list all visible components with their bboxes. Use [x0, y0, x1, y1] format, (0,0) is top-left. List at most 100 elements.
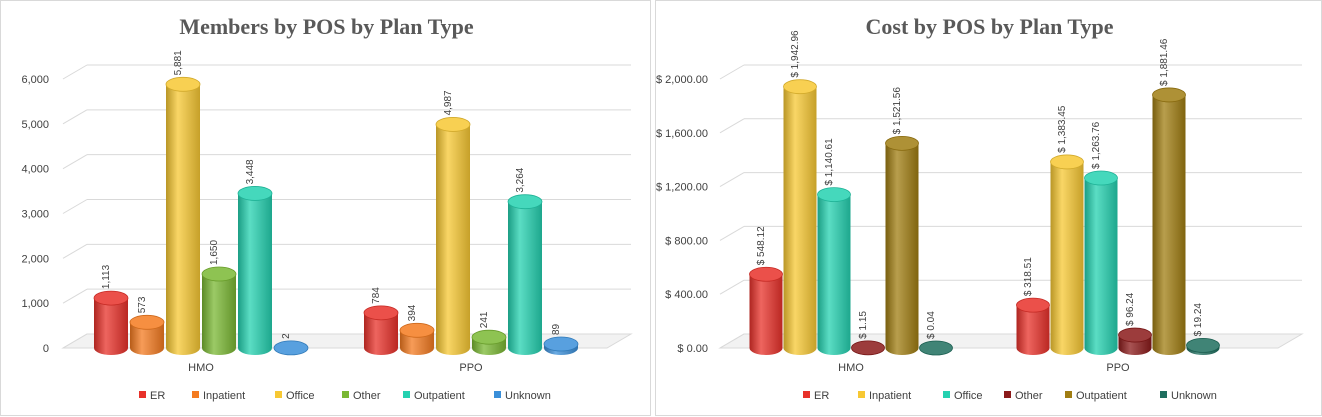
cost-chart-panel: Cost by POS by Plan Type $ 0.00 $ 400.00 $ … — [655, 0, 1322, 416]
svg-text:Outpatient: Outpatient — [1076, 390, 1127, 402]
data-label: $ 1,942.96 — [790, 30, 801, 78]
svg-text:ER: ER — [150, 390, 165, 402]
x-category-label: HMO — [838, 362, 864, 374]
data-label: 784 — [371, 287, 382, 304]
bar-er-ppo — [363, 305, 399, 355]
data-label: 573 — [137, 296, 148, 313]
bar-inpatient-hmo — [129, 314, 165, 355]
x-category-label: HMO — [188, 362, 214, 374]
bar-outpatient-ppo — [507, 194, 543, 355]
x-category-label: PPO — [1106, 362, 1130, 374]
data-label: 5,881 — [173, 50, 184, 75]
chart-title: Members by POS by Plan Type — [179, 14, 474, 39]
bar-office-hmo — [817, 187, 851, 355]
cost-chart: Cost by POS by Plan Type $ 0.00 $ 400.00 $ … — [656, 14, 1304, 402]
svg-text:Unknown: Unknown — [1171, 390, 1217, 402]
bar-office-ppo — [1084, 170, 1118, 355]
gridline-diagonal — [62, 243, 88, 259]
bar-unknown-hmo — [273, 340, 309, 356]
data-label: 241 — [479, 311, 490, 328]
members-chart: Members by POS by Plan Type 0 1,000 2,000 3,… — [21, 14, 633, 402]
y-tick-label: $ 1,600.00 — [656, 128, 708, 140]
y-tick-label: 5,000 — [21, 119, 49, 131]
svg-text:Office: Office — [286, 390, 315, 402]
legend-item-er: ER — [803, 390, 829, 402]
legend-item-unknown: Unknown — [494, 390, 551, 402]
y-tick-label: 3,000 — [21, 209, 49, 221]
gridline-diagonal — [719, 118, 745, 134]
y-tick-label: $ 2,000.00 — [656, 74, 708, 86]
members-chart-panel: Members by POS by Plan Type 0 1,000 2,000 3,… — [0, 0, 651, 416]
bar-inpatient-hmo — [783, 79, 817, 356]
bar-inpatient-ppo — [1050, 154, 1084, 355]
data-label: 3,448 — [245, 159, 256, 184]
data-label: $ 19.24 — [1193, 303, 1204, 337]
legend-item-other: Other — [342, 390, 381, 402]
legend-item-other: Other — [1004, 390, 1043, 402]
legend-item-inpatient: Inpatient — [858, 390, 911, 402]
gridline-diagonal — [62, 333, 88, 349]
y-tick-label: $ 800.00 — [665, 235, 708, 247]
svg-text:Inpatient: Inpatient — [203, 390, 245, 402]
bar-unknown-ppo — [1186, 338, 1220, 355]
y-tick-label: 0 — [43, 343, 49, 355]
bar-other-hmo — [851, 340, 885, 356]
legend-item-inpatient: Inpatient — [192, 390, 245, 402]
bar-outpatient-hmo — [237, 186, 273, 355]
y-tick-label: $ 0.00 — [677, 343, 708, 355]
legend-item-unknown: Unknown — [1160, 390, 1217, 402]
legend-item-outpatient: Outpatient — [1065, 390, 1127, 402]
bar-er-hmo — [93, 290, 129, 355]
data-label: $ 0.04 — [926, 311, 937, 339]
bar-er-ppo — [1016, 297, 1050, 355]
gridline-diagonal — [719, 279, 745, 295]
data-label: 394 — [407, 304, 418, 321]
data-label: $ 318.51 — [1023, 257, 1034, 296]
data-label: $ 1.15 — [858, 311, 869, 339]
data-label: 3,264 — [515, 167, 526, 192]
x-category-label: PPO — [459, 362, 483, 374]
bar-outpatient-hmo — [885, 135, 919, 355]
svg-text:Other: Other — [353, 390, 381, 402]
svg-text:Inpatient: Inpatient — [869, 390, 911, 402]
gridline-diagonal — [719, 333, 745, 349]
y-tick-label: $ 1,200.00 — [656, 182, 708, 194]
bar-other-ppo — [1118, 327, 1152, 355]
legend-item-er: ER — [139, 390, 165, 402]
data-label: $ 1,140.61 — [824, 138, 835, 186]
y-tick-label: 4,000 — [21, 164, 49, 176]
data-label: 4,987 — [443, 90, 454, 115]
data-label: $ 1,521.56 — [892, 87, 903, 135]
svg-text:ER: ER — [814, 390, 829, 402]
y-tick-label: 6,000 — [21, 74, 49, 86]
gridline-diagonal — [719, 172, 745, 188]
svg-text:Office: Office — [954, 390, 983, 402]
chart-title: Cost by POS by Plan Type — [866, 14, 1114, 39]
legend-item-office: Office — [275, 390, 315, 402]
gridline-diagonal — [62, 288, 88, 304]
data-label: 2 — [281, 333, 292, 339]
data-label: $ 1,263.76 — [1091, 121, 1102, 169]
legend-item-office: Office — [943, 390, 983, 402]
bar-other-ppo — [471, 329, 507, 355]
bar-office-hmo — [165, 76, 201, 355]
y-tick-label: $ 400.00 — [665, 289, 708, 301]
svg-text:Other: Other — [1015, 390, 1043, 402]
data-label: $ 548.12 — [756, 226, 767, 265]
gridline-diagonal — [62, 109, 88, 125]
bar-inpatient-ppo — [399, 322, 435, 355]
data-label: 1,113 — [101, 264, 112, 289]
gridline-diagonal — [62, 154, 88, 170]
svg-text:Outpatient: Outpatient — [414, 390, 465, 402]
svg-text:Unknown: Unknown — [505, 390, 551, 402]
data-label: 89 — [551, 323, 562, 335]
bar-other-hmo — [201, 266, 237, 355]
bar-unknown-ppo — [543, 336, 579, 355]
data-label: $ 1,881.46 — [1159, 38, 1170, 86]
gridline-diagonal — [62, 64, 88, 80]
y-tick-label: 1,000 — [21, 298, 49, 310]
data-label: $ 96.24 — [1125, 292, 1136, 326]
gridline-diagonal — [719, 225, 745, 241]
bar-outpatient-ppo — [1152, 87, 1186, 355]
gridline-diagonal — [719, 64, 745, 80]
